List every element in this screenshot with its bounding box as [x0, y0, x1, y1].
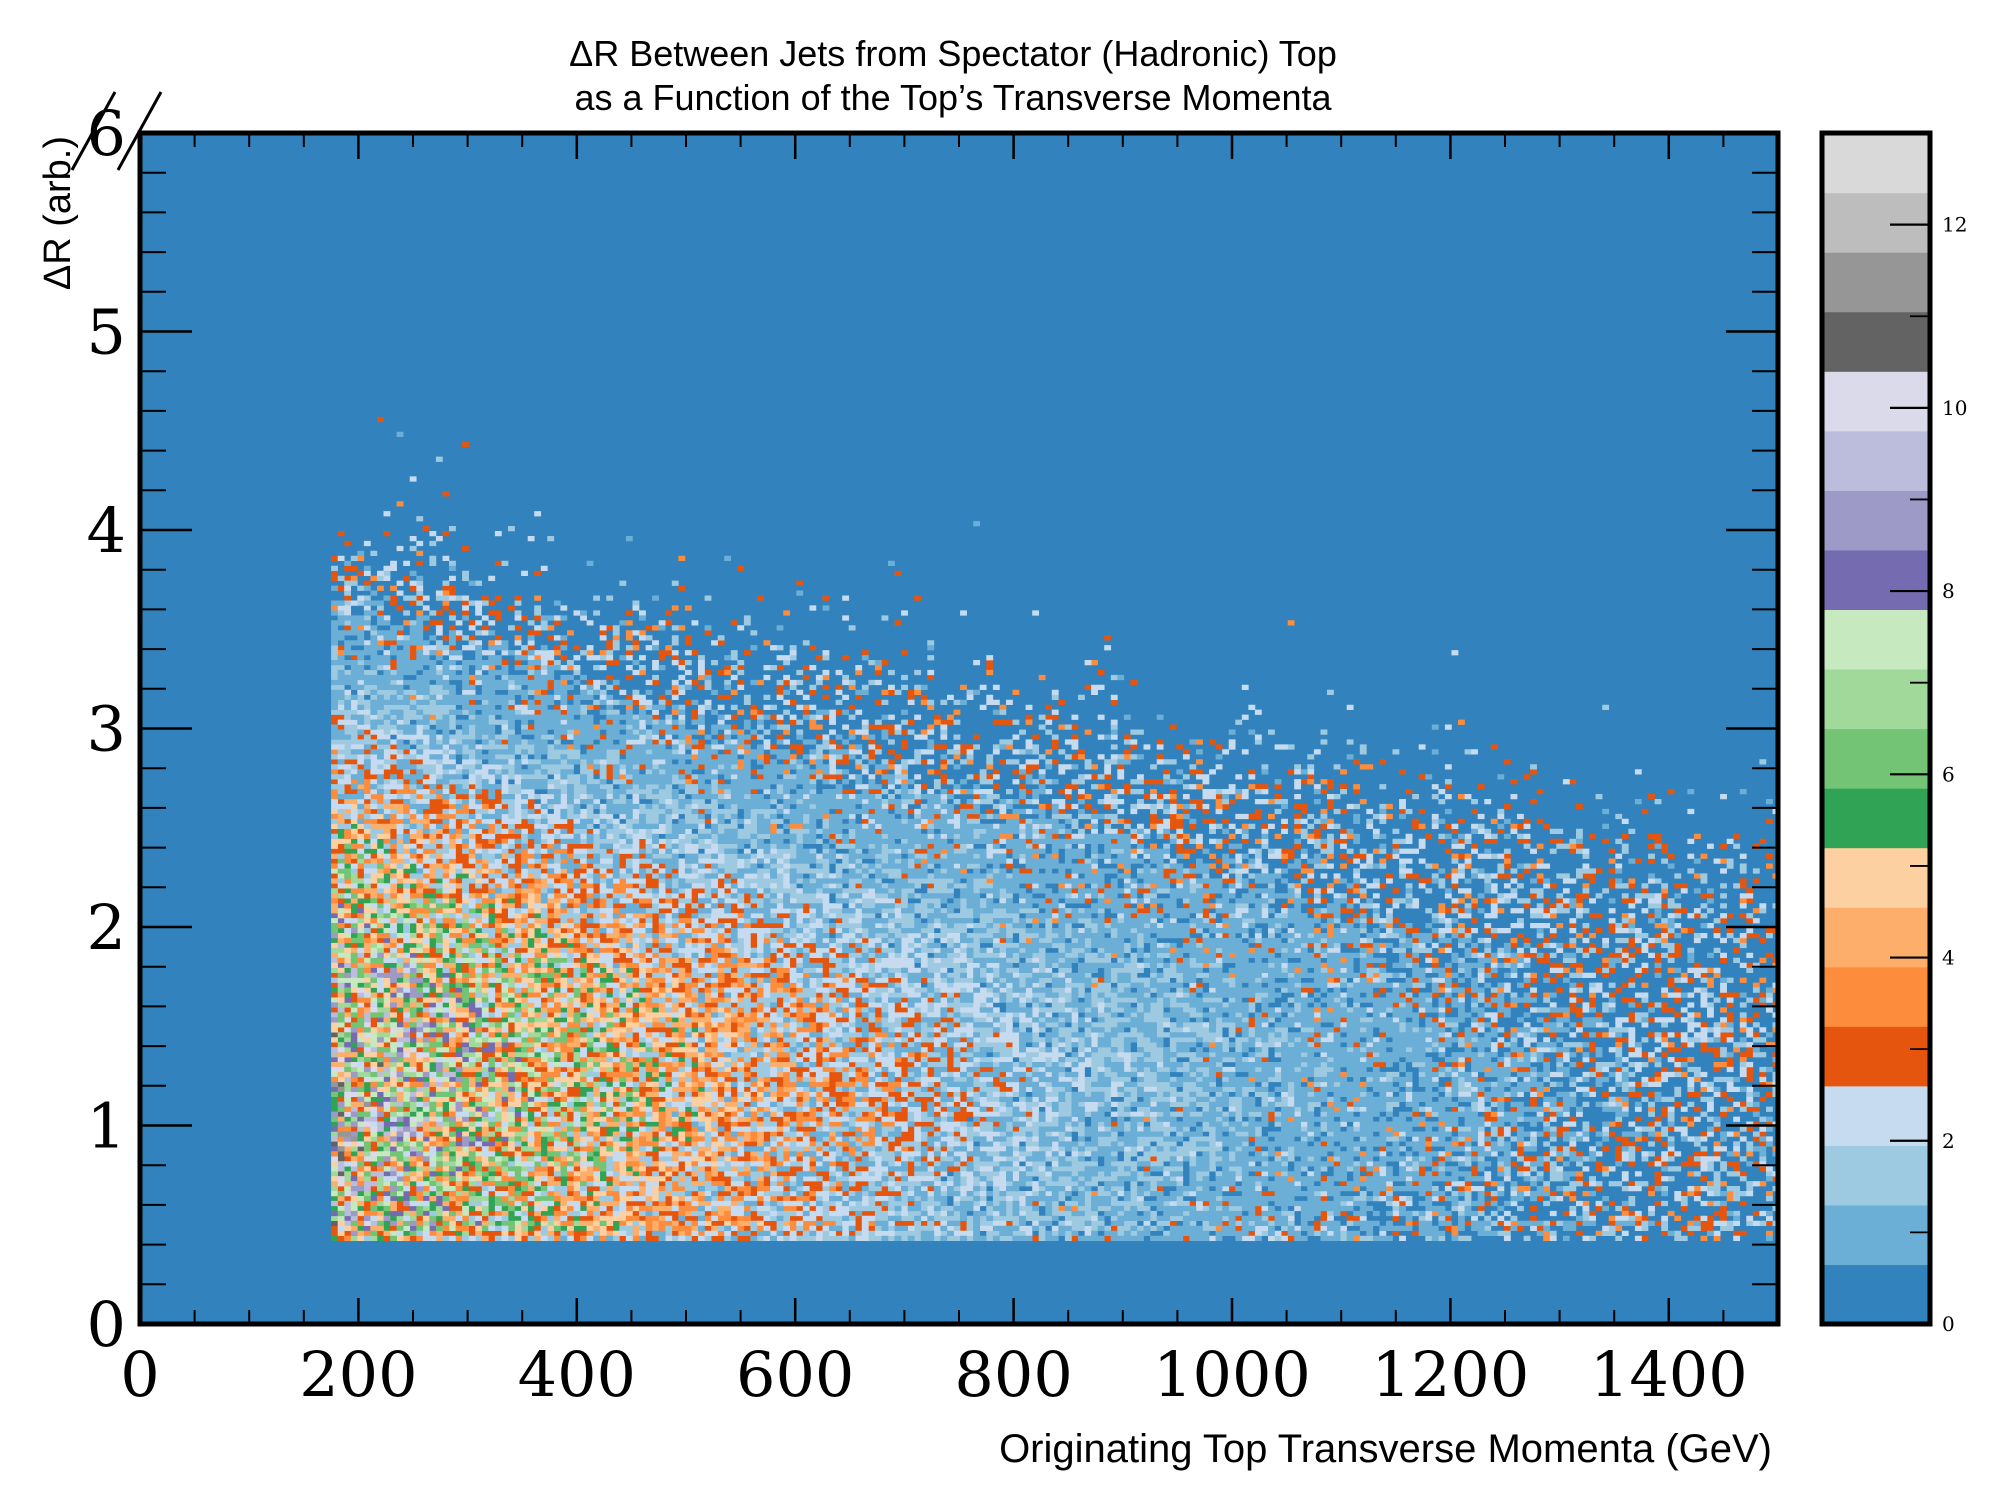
heatmap-bin-group — [331, 1081, 371, 1152]
colorbar: 0 2 4 6 8 10 12 — [1822, 133, 1967, 1336]
colorbar-segment — [1822, 371, 1930, 432]
colorbar-segment — [1822, 609, 1930, 670]
colorbar-tick-label: 8 — [1942, 579, 1955, 603]
colorbar-segment — [1822, 549, 1930, 610]
x-tick-label: 1200 — [1372, 1338, 1530, 1411]
y-tick-label: 3 — [87, 693, 126, 766]
x-tick-label: 1400 — [1590, 1338, 1748, 1411]
colorbar-segment — [1822, 1145, 1930, 1206]
chart-title-line-1: ΔR Between Jets from Spectator (Hadronic… — [569, 33, 1337, 74]
colorbar-segment — [1822, 1204, 1930, 1266]
x-tick-label: 800 — [954, 1338, 1072, 1411]
colorbar-frame — [1819, 130, 1933, 1327]
x-tick-label: 1000 — [1153, 1338, 1311, 1411]
heatmap-bin-group — [331, 1052, 338, 1058]
colorbar-segment — [1822, 192, 1930, 253]
colorbar-segment — [1822, 133, 1930, 194]
heatmap-bin-group — [331, 431, 1780, 1241]
heatmap-cells — [331, 416, 1780, 1241]
plot-frame — [137, 130, 1781, 1327]
colorbar-segment — [1822, 311, 1930, 372]
x-tick-label: 600 — [736, 1338, 854, 1411]
y-tick-label: 5 — [87, 296, 126, 369]
x-tick-label: 200 — [299, 1338, 417, 1411]
colorbar-tick-label: 0 — [1942, 1312, 1955, 1336]
colorbar-segment — [1822, 1264, 1930, 1325]
colorbar-segment — [1822, 966, 1930, 1027]
colorbar-segment — [1822, 847, 1930, 908]
heatmap-bin-group — [331, 942, 456, 1227]
chart-title-line-2: as a Function of the Top’s Transverse Mo… — [574, 77, 1332, 118]
colorbar-tick-label: 4 — [1942, 946, 1955, 970]
heatmap-bin-group — [331, 476, 1780, 1241]
colorbar-tick-label: 2 — [1942, 1129, 1955, 1153]
y-tick-label: 1 — [87, 1090, 126, 1163]
heatmap-bin-group — [331, 843, 653, 1241]
colorbar-tick-label: 10 — [1942, 396, 1967, 420]
y-tick-label: 0 — [87, 1288, 126, 1361]
y-tick-label: 4 — [87, 494, 126, 567]
colorbar-segment — [1822, 430, 1930, 491]
heatmap-bin-group — [331, 987, 430, 1227]
colorbar-segment — [1822, 1085, 1930, 1146]
colorbar-segment — [1822, 788, 1930, 849]
colorbar-segment — [1822, 1026, 1930, 1087]
colorbar-segment — [1822, 252, 1930, 313]
heatmap-area — [140, 133, 1780, 1324]
x-axis-label: Originating Top Transverse Momenta (GeV) — [999, 1427, 1772, 1471]
x-tick-label: 400 — [518, 1338, 636, 1411]
colorbar-segment — [1822, 728, 1930, 789]
colorbar-segment — [1822, 668, 1930, 730]
y-axis-label: ΔR (arb.) — [37, 136, 79, 290]
x-tick-label: 0 — [120, 1338, 159, 1411]
colorbar-tick-label: 12 — [1942, 213, 1967, 237]
colorbar-tick-label: 6 — [1942, 762, 1955, 786]
y-tick-label: 2 — [87, 891, 126, 964]
axis-break-marks — [70, 91, 163, 171]
